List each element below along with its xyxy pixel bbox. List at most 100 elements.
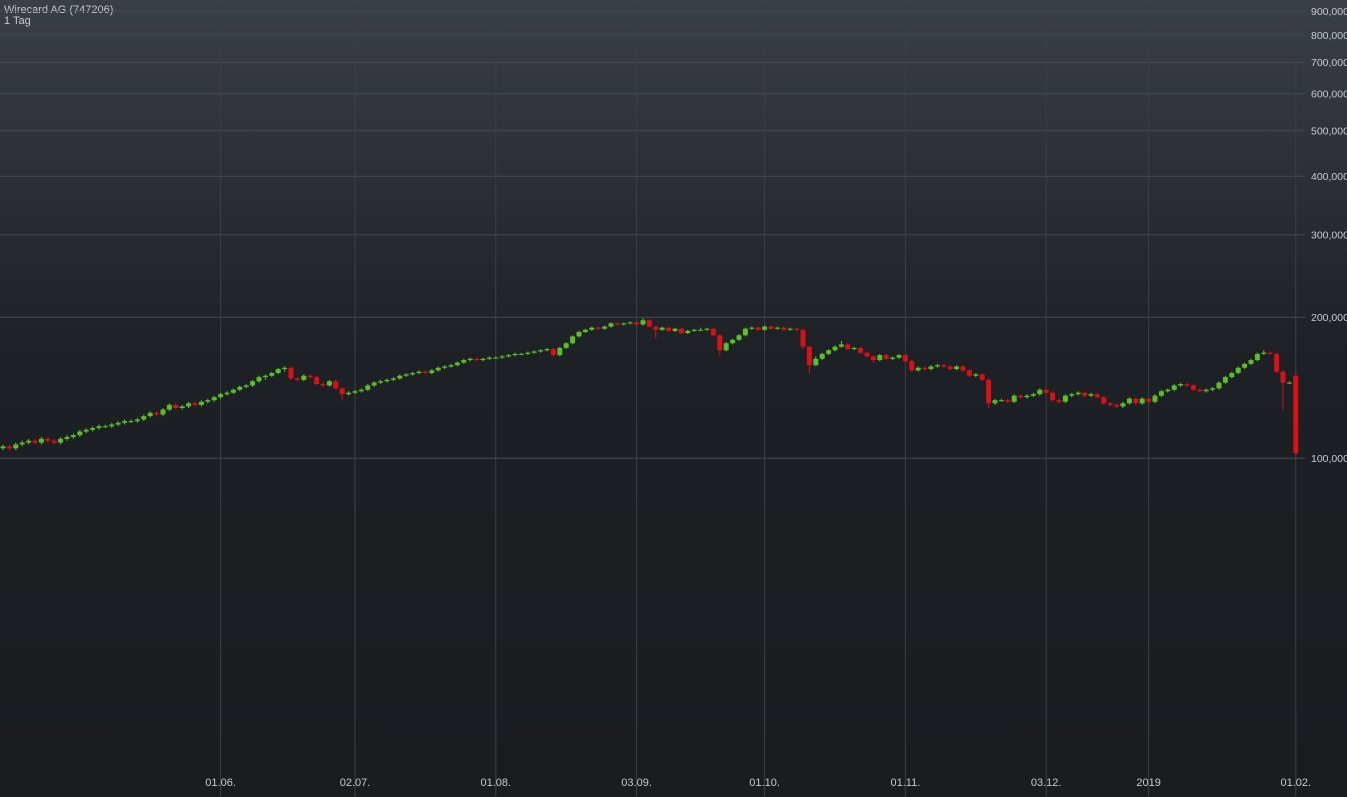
candle-body: [1165, 389, 1171, 392]
x-tick-label: 01.08.: [481, 777, 512, 789]
candle-body: [979, 374, 985, 380]
candle-body: [352, 391, 358, 393]
candle-body: [832, 346, 838, 351]
candle-body: [333, 381, 339, 389]
candle-body: [218, 394, 224, 398]
y-tick-label: 100,000: [1311, 453, 1347, 465]
candle-body: [557, 347, 563, 356]
candle-body: [794, 328, 800, 330]
candle-body: [192, 403, 198, 405]
candle-body: [301, 375, 307, 380]
candle-body: [262, 375, 268, 378]
candle-body: [1069, 394, 1075, 396]
chart-title: Wirecard AG (747206): [4, 4, 113, 16]
candle-body: [672, 328, 678, 331]
candle-body: [1107, 403, 1113, 405]
candle-body: [1011, 395, 1017, 402]
candle-body: [1030, 394, 1036, 396]
candle-body: [19, 442, 25, 445]
candle-body: [205, 400, 211, 402]
candle-body: [755, 327, 761, 330]
candle-body: [653, 326, 659, 330]
candle-body: [915, 367, 921, 371]
candle-body: [186, 403, 192, 407]
candle-body: [1229, 373, 1235, 378]
candle-body: [742, 328, 748, 336]
candle-body: [544, 349, 550, 351]
candle-body: [678, 328, 684, 334]
candle-body: [454, 362, 460, 366]
x-tick-label: 01.10.: [749, 777, 780, 789]
candle-body: [1094, 394, 1100, 398]
candle-body: [723, 343, 729, 351]
candle-body: [550, 349, 556, 356]
candle-body: [704, 328, 710, 330]
candle-body: [1126, 398, 1132, 404]
candle-body: [154, 412, 160, 415]
candle-body: [602, 326, 608, 329]
x-tick-label: 01.11.: [891, 777, 921, 789]
candle-body: [256, 377, 262, 382]
candle-body: [870, 356, 876, 361]
candle-body: [659, 327, 665, 330]
candle-body: [1190, 385, 1196, 390]
candle-body: [58, 438, 64, 443]
candle-body: [1005, 400, 1011, 402]
candle-body: [448, 365, 454, 367]
candle-body: [928, 366, 934, 370]
candle-body: [934, 365, 940, 367]
candle-body: [1280, 371, 1286, 383]
candle-body: [32, 440, 38, 443]
candle-body: [621, 323, 627, 325]
candle-body: [1018, 395, 1024, 398]
candle-body: [250, 381, 256, 386]
candle-body: [198, 401, 204, 405]
candle-body: [1197, 389, 1203, 392]
candle-body: [1062, 395, 1068, 402]
candle-body: [378, 381, 384, 383]
candle-body: [538, 350, 544, 352]
candle-body: [371, 382, 377, 386]
candle-body: [480, 358, 486, 361]
candle-body: [858, 347, 864, 353]
candle-body: [141, 416, 147, 420]
candle-body: [941, 365, 947, 367]
candle-body: [922, 367, 928, 370]
candle-body: [403, 374, 409, 376]
candle-body: [608, 323, 614, 327]
candle-body: [442, 366, 448, 368]
candle-body: [1101, 397, 1107, 404]
candle-body: [230, 389, 236, 393]
candle-body: [838, 344, 844, 347]
candle-body: [435, 367, 441, 371]
candle-body: [1146, 398, 1152, 402]
candle-body: [1024, 395, 1030, 398]
candle-body: [134, 419, 140, 422]
candle-body: [1158, 391, 1164, 396]
candle-body: [717, 335, 723, 351]
candle-body: [429, 370, 435, 374]
candle-body: [1114, 404, 1120, 407]
candle-body: [640, 320, 646, 325]
candle-body: [160, 409, 166, 415]
candle-body: [512, 353, 518, 356]
candle-body: [768, 326, 774, 329]
y-tick-label: 200,000: [1311, 312, 1347, 324]
candle-body: [986, 379, 992, 404]
candle-body: [410, 373, 416, 375]
candle-body: [211, 397, 217, 401]
candle-body: [365, 385, 371, 390]
x-tick-label: 03.12.: [1031, 777, 1062, 789]
candle-body: [1075, 392, 1081, 395]
candle-body: [320, 384, 326, 386]
candle-body: [1043, 389, 1049, 393]
candle-body: [269, 373, 275, 376]
candle-body: [614, 323, 620, 325]
y-tick-label: 600,000: [1311, 88, 1347, 100]
candle-body: [896, 355, 902, 358]
candle-body: [947, 366, 953, 370]
candle-body: [224, 392, 230, 395]
y-tick-label: 500,000: [1311, 126, 1347, 138]
candle-body: [64, 436, 70, 439]
